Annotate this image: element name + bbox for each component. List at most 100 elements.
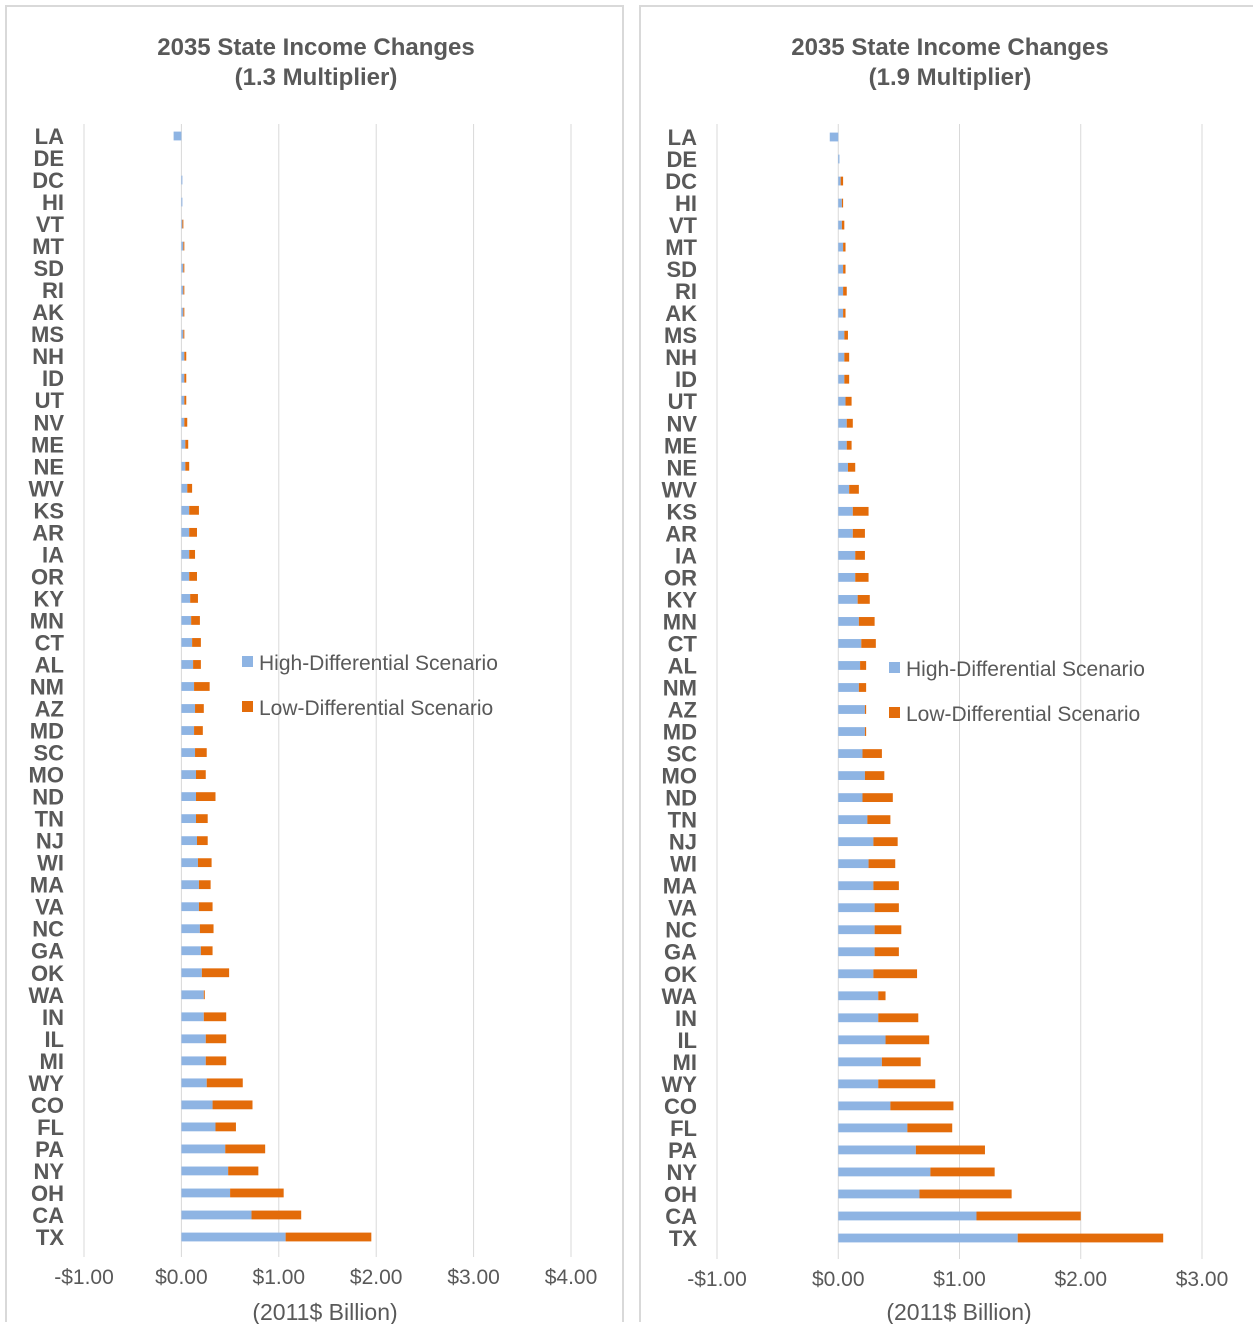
legend-swatch-high-differential	[242, 656, 253, 667]
legend-swatch-low-differential	[889, 707, 900, 718]
bar-ma-high-differential	[181, 880, 199, 890]
bar-dc-high-differential	[181, 175, 183, 185]
x-tick-labels: -$1.00 $0.00 $1.00 $2.00 $3.00 $4.00	[54, 1266, 597, 1289]
x-tick-label: -$1.00	[687, 1268, 747, 1291]
bar-wi-low-differential	[868, 859, 896, 869]
bar-az-high-differential	[181, 704, 196, 713]
bar-il-low-differential	[885, 1035, 930, 1045]
state-label-co: CO	[31, 1093, 64, 1118]
bar-ky-high-differential	[838, 595, 858, 604]
state-label-vt: VT	[669, 213, 698, 238]
state-label-ca: CA	[665, 1204, 697, 1229]
bar-in-low-differential	[878, 1013, 919, 1023]
state-label-md: MD	[663, 720, 697, 745]
state-labels: LADEDCHIVTMTSDRIAKMSNHIDUTNVMENEWVKSARIA…	[662, 125, 698, 1251]
bar-hi-high-differential	[181, 197, 183, 207]
bar-ri-low-differential	[183, 285, 185, 295]
bar-mi-low-differential	[205, 1056, 227, 1066]
bar-wa-high-differential	[838, 991, 879, 1001]
bar-ne-high-differential	[181, 461, 186, 471]
bar-ms-low-differential	[844, 330, 848, 340]
bar-ca-low-differential	[251, 1210, 302, 1220]
bar-ok-high-differential	[181, 968, 202, 978]
state-label-wv: WV	[662, 477, 698, 502]
bar-nh-low-differential	[844, 352, 850, 362]
bar-ct-high-differential	[181, 638, 193, 647]
bar-nd-high-differential	[181, 792, 197, 802]
state-label-ny: NY	[666, 1160, 697, 1185]
state-label-ne: NE	[666, 455, 697, 480]
bar-ok-low-differential	[873, 969, 918, 979]
state-label-wy: WY	[662, 1072, 698, 1097]
bar-nv-low-differential	[184, 417, 188, 427]
bar-wv-high-differential	[838, 484, 850, 494]
state-label-de: DE	[666, 147, 697, 172]
state-label-nc: NC	[32, 917, 64, 942]
bar-fl-high-differential	[838, 1123, 908, 1133]
bar-ga-low-differential	[200, 946, 213, 956]
bar-il-high-differential	[181, 1034, 206, 1044]
state-label-ar: AR	[32, 520, 64, 545]
x-axis-title: (2011$ Billion)	[252, 1299, 397, 1324]
state-label-il: IL	[677, 1028, 697, 1053]
bar-ut-high-differential	[181, 395, 185, 405]
bar-nh-high-differential	[838, 352, 845, 362]
state-label-la: LA	[668, 125, 697, 150]
state-label-tn: TN	[35, 807, 64, 832]
bar-wy-high-differential	[838, 1079, 879, 1089]
state-label-ma: MA	[663, 874, 697, 899]
state-label-ma: MA	[30, 873, 64, 898]
bar-sd-high-differential	[838, 264, 844, 274]
bar-az-high-differential	[838, 705, 865, 714]
bar-nc-low-differential	[199, 924, 214, 934]
bar-mo-low-differential	[196, 770, 206, 779]
state-label-ia: IA	[675, 543, 697, 568]
bar-mt-high-differential	[181, 241, 184, 251]
state-label-nm: NM	[663, 676, 697, 701]
bar-id-low-differential	[184, 373, 187, 383]
x-tick-label: $0.00	[155, 1266, 208, 1289]
bar-co-low-differential	[890, 1101, 954, 1111]
bar-ky-high-differential	[181, 594, 191, 603]
bar-ga-high-differential	[838, 947, 875, 957]
bar-ca-high-differential	[838, 1211, 977, 1221]
bar-ks-high-differential	[838, 506, 853, 516]
bar-wy-low-differential	[878, 1079, 936, 1089]
bar-pa-high-differential	[838, 1145, 916, 1155]
state-label-ct: CT	[668, 631, 698, 656]
bar-mt-high-differential	[838, 242, 844, 252]
x-tick-label: $3.00	[1176, 1268, 1229, 1291]
bar-ms-high-differential	[838, 330, 845, 340]
bar-wv-low-differential	[849, 484, 859, 494]
bar-ct-low-differential	[861, 639, 876, 648]
chart-subtitle: (1.9 Multiplier)	[869, 64, 1032, 91]
bar-id-high-differential	[181, 373, 185, 383]
chart-subtitle: (1.3 Multiplier)	[235, 64, 398, 91]
state-label-mi: MI	[40, 1049, 64, 1074]
bar-vt-low-differential	[841, 220, 845, 230]
state-label-in: IN	[42, 1005, 64, 1030]
state-label-nh: NH	[665, 345, 697, 370]
bar-co-high-differential	[181, 1100, 213, 1110]
state-label-il: IL	[44, 1027, 64, 1052]
bar-sd-low-differential	[183, 263, 185, 273]
bar-md-low-differential	[864, 727, 867, 736]
state-label-nd: ND	[32, 785, 64, 810]
x-tick-label: $0.00	[812, 1268, 865, 1291]
state-label-ak: AK	[665, 301, 697, 326]
bar-ny-low-differential	[228, 1166, 259, 1176]
bar-nc-high-differential	[838, 925, 875, 935]
bar-dc-high-differential	[838, 176, 841, 186]
bar-wa-low-differential	[203, 990, 205, 1000]
bar-tx-high-differential	[838, 1233, 1018, 1243]
state-label-mo: MO	[29, 763, 64, 788]
state-label-wa: WA	[29, 983, 65, 1008]
state-label-nm: NM	[30, 675, 64, 700]
state-label-ia: IA	[42, 542, 64, 567]
state-label-ks: KS	[33, 498, 64, 523]
bar-vt-low-differential	[182, 219, 184, 229]
bar-ne-high-differential	[838, 462, 848, 472]
bar-ms-high-differential	[181, 329, 184, 339]
bar-ut-low-differential	[845, 396, 852, 406]
bar-ky-low-differential	[190, 594, 198, 603]
